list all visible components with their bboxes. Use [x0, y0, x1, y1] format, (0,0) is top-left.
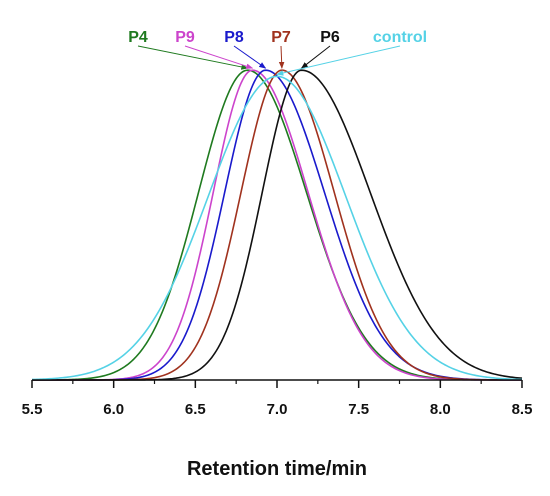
x-tick-label: 6.0: [103, 401, 124, 418]
x-tick-label: 6.5: [185, 401, 206, 418]
legend-arrow-p4: [137, 45, 249, 70]
series-line-p4: [32, 69, 522, 381]
x-tick-label: 8.0: [430, 401, 451, 418]
series-line-p8: [32, 69, 523, 381]
legend-arrow-p6: [300, 45, 331, 69]
legend-label-p4: P4: [128, 29, 148, 46]
legend-label-p9: P9: [175, 29, 195, 46]
series-line-p6: [32, 69, 523, 381]
legend-label-p6: P6: [320, 29, 340, 46]
x-tick-label: 7.5: [348, 401, 369, 418]
x-tick-label: 5.5: [22, 401, 43, 418]
x-axis: 5.5 6.0 6.5 7.0 7.5 8.0 8.5: [22, 379, 533, 418]
x-tick-label: 8.5: [512, 401, 533, 418]
legend-arrow-control: [276, 45, 401, 76]
legend-arrow-p7: [278, 45, 285, 69]
series-line-control: [31, 75, 523, 381]
legend-label-p7: P7: [271, 29, 291, 46]
legend-label-p8: P8: [224, 29, 244, 46]
series-layer: [31, 69, 523, 381]
legend-label-control: control: [373, 29, 427, 46]
x-axis-title: Retention time/min: [187, 458, 367, 480]
legend: P4 P9 P8 P7 P6 control: [128, 29, 427, 76]
legend-arrow-p9: [184, 45, 254, 69]
series-line-p7: [32, 69, 522, 381]
legend-arrow-p8: [233, 45, 267, 69]
series-line-p9: [32, 69, 522, 381]
x-tick-label: 7.0: [267, 401, 288, 418]
